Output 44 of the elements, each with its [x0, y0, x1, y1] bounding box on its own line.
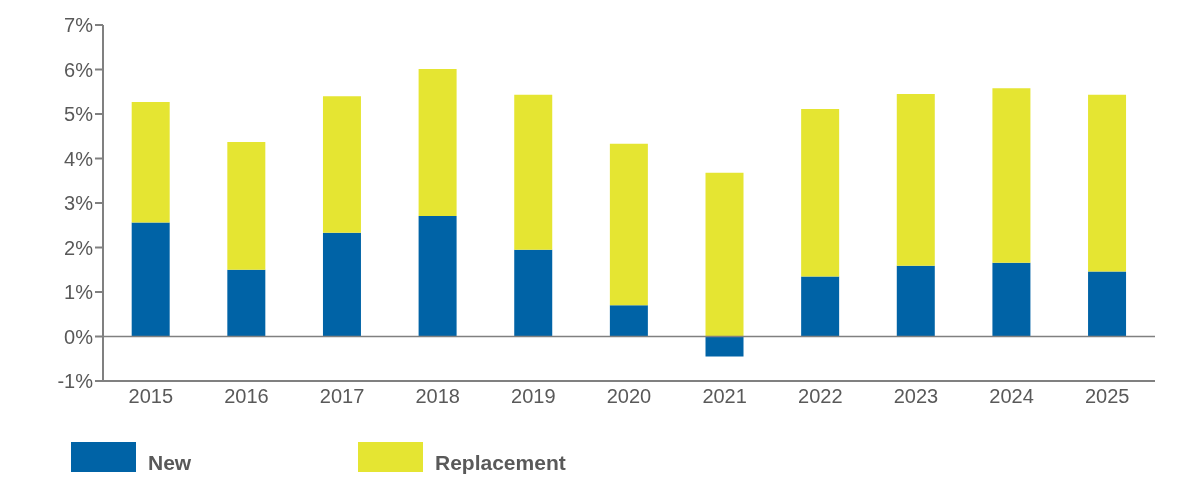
y-tick-label: 1% — [64, 281, 94, 304]
bar — [418, 69, 457, 216]
x-tick-label: 2023 — [893, 385, 939, 408]
bar — [514, 94, 553, 250]
y-tick-label: 0% — [64, 325, 94, 348]
y-tick-label: 4% — [64, 147, 94, 170]
y-tick-label: -1% — [57, 370, 94, 393]
x-tick-label: 2017 — [319, 385, 365, 408]
legend-label: New — [148, 451, 192, 474]
bar — [992, 88, 1031, 263]
bar — [896, 265, 935, 337]
x-tick-label: 2024 — [989, 385, 1034, 408]
bar — [801, 109, 840, 277]
x-tick-label: 2021 — [702, 385, 747, 408]
bar — [131, 222, 170, 337]
bar — [322, 232, 361, 337]
bar — [705, 172, 744, 337]
x-tick-label: 2025 — [1084, 385, 1130, 408]
y-tick-label: 7% — [64, 14, 94, 37]
bar — [705, 336, 744, 357]
bar — [131, 101, 170, 223]
x-tick-label: 2018 — [415, 385, 460, 408]
x-tick-label: 2015 — [128, 385, 174, 408]
bar — [227, 269, 266, 337]
bar — [1088, 94, 1127, 272]
bar — [992, 262, 1031, 337]
bar — [514, 249, 553, 337]
x-tick-label: 2016 — [224, 385, 269, 408]
bar — [609, 305, 648, 337]
y-tick-label: 3% — [64, 192, 94, 215]
y-tick-label: 2% — [64, 236, 94, 259]
x-tick-label: 2020 — [606, 385, 652, 408]
bar — [896, 93, 935, 266]
bar — [322, 96, 361, 233]
bar — [801, 276, 840, 337]
x-tick-label: 2022 — [798, 385, 843, 408]
bar — [418, 215, 457, 337]
x-tick-label: 2019 — [511, 385, 556, 408]
bar — [609, 143, 648, 306]
bar — [227, 142, 266, 270]
bar — [1088, 271, 1127, 337]
y-tick-label: 5% — [64, 103, 94, 126]
y-tick-label: 6% — [64, 58, 94, 81]
legend-label: Replacement — [435, 451, 566, 474]
